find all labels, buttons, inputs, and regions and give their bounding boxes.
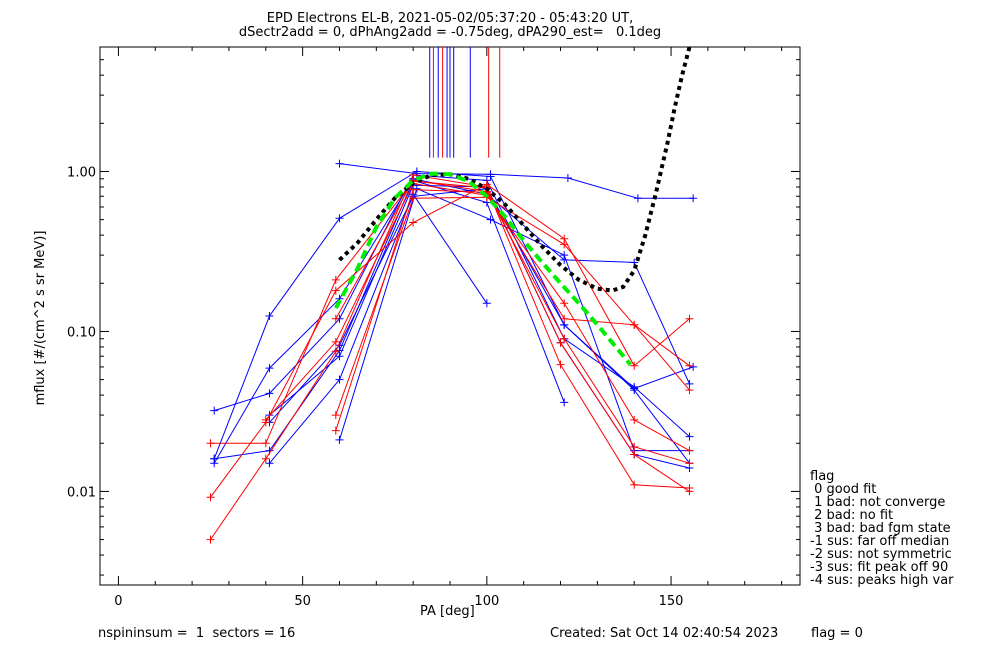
legend-title: flag bbox=[810, 469, 835, 484]
data-point bbox=[331, 286, 340, 295]
data-point bbox=[331, 426, 340, 435]
data-point bbox=[630, 442, 639, 451]
x-tick-label: 50 bbox=[294, 594, 311, 609]
data-point bbox=[633, 194, 642, 203]
y-tick-label: 0.10 bbox=[67, 325, 96, 340]
data-point bbox=[556, 360, 565, 369]
data-point bbox=[563, 174, 572, 183]
data-point bbox=[331, 411, 340, 420]
data-point bbox=[630, 415, 639, 424]
data-point bbox=[261, 415, 270, 424]
data-point bbox=[409, 218, 418, 227]
data-point bbox=[335, 214, 344, 223]
flag-legend: flag 0 good fit 1 bad: not converge 2 ba… bbox=[810, 469, 954, 588]
x-tick-label: 150 bbox=[659, 594, 684, 609]
data-point bbox=[630, 361, 639, 370]
chart-title-line2: dSectr2add = 0, dPhAng2add = -0.75deg, d… bbox=[238, 25, 662, 40]
data-point bbox=[685, 432, 694, 441]
data-point bbox=[689, 362, 698, 371]
data-point bbox=[265, 311, 274, 320]
data-series-line bbox=[213, 178, 690, 464]
data-point bbox=[335, 159, 344, 168]
plot-area bbox=[206, 47, 698, 544]
data-point bbox=[685, 484, 694, 493]
data-point bbox=[409, 185, 418, 194]
data-point bbox=[630, 320, 639, 329]
data-point bbox=[486, 215, 495, 224]
data-point bbox=[630, 480, 639, 489]
data-point bbox=[335, 375, 344, 384]
data-point bbox=[210, 454, 219, 463]
data-point bbox=[412, 184, 421, 193]
data-series-line bbox=[213, 170, 690, 464]
legend-entry: 2 bad: no fit bbox=[810, 508, 894, 523]
fit-curve-black bbox=[338, 47, 692, 293]
data-point bbox=[685, 386, 694, 395]
data-point bbox=[556, 338, 565, 347]
data-point bbox=[331, 337, 340, 346]
data-point bbox=[560, 299, 569, 308]
data-point bbox=[560, 251, 569, 260]
data-series-line bbox=[214, 179, 565, 460]
data-series-line bbox=[335, 196, 690, 416]
data-point bbox=[335, 435, 344, 444]
data-point bbox=[482, 299, 491, 308]
data-point bbox=[630, 450, 639, 459]
data-point bbox=[261, 439, 270, 448]
legend-entry: -1 sus: far off median bbox=[810, 534, 950, 549]
data-series-line bbox=[210, 183, 690, 498]
x-tick-label: 0 bbox=[114, 594, 122, 609]
data-point bbox=[210, 406, 219, 415]
data-point bbox=[486, 170, 495, 179]
x-tick-label: 100 bbox=[474, 594, 499, 609]
data-point bbox=[630, 384, 639, 393]
data-point bbox=[689, 194, 698, 203]
data-point bbox=[261, 454, 270, 463]
data-point bbox=[331, 314, 340, 323]
y-tick-label: 1.00 bbox=[67, 165, 96, 180]
legend-entry: -3 sus: fit peak off 90 bbox=[810, 560, 949, 575]
footer-spin-sectors: nspininsum = 1 sectors = 16 bbox=[98, 626, 296, 641]
y-axis-label: mflux [#/(cm^2 s sr MeV)] bbox=[33, 230, 48, 406]
fit-curve-green bbox=[334, 171, 633, 366]
data-series-line bbox=[335, 189, 690, 431]
data-point bbox=[206, 493, 215, 502]
data-series-line bbox=[210, 180, 690, 489]
data-point bbox=[560, 334, 569, 343]
legend-entry: -4 sus: peaks high var bbox=[810, 573, 954, 588]
data-point bbox=[685, 361, 694, 370]
y-tick-label: 0.01 bbox=[67, 485, 96, 500]
data-point bbox=[265, 389, 274, 398]
legend-entry: 1 bad: not converge bbox=[810, 495, 946, 510]
footer-flag: flag = 0 bbox=[811, 626, 863, 641]
chart-title-line1: EPD Electrons EL-B, 2021-05-02/05:37:20 … bbox=[266, 11, 634, 26]
data-point bbox=[560, 314, 569, 323]
footer-created: Created: Sat Oct 14 02:40:54 2023 bbox=[550, 626, 779, 641]
data-point bbox=[685, 446, 694, 455]
x-axis-label: PA [deg] bbox=[420, 604, 475, 619]
legend-entry: 0 good fit bbox=[810, 482, 877, 497]
data-series-line bbox=[210, 174, 690, 540]
data-series-line bbox=[339, 163, 694, 199]
data-point bbox=[331, 347, 340, 356]
data-series-line bbox=[335, 179, 690, 464]
data-point bbox=[265, 459, 274, 468]
data-point bbox=[560, 398, 569, 407]
data-point bbox=[685, 459, 694, 468]
data-series-line bbox=[269, 193, 488, 464]
data-point bbox=[265, 364, 274, 373]
data-point bbox=[412, 169, 421, 178]
legend-entry: 3 bad: bad fgm state bbox=[810, 521, 951, 536]
data-point bbox=[206, 439, 215, 448]
data-point bbox=[560, 240, 569, 249]
data-point bbox=[206, 535, 215, 544]
legend-entry: -2 sus: not symmetric bbox=[810, 547, 952, 562]
data-point bbox=[335, 352, 344, 361]
data-point bbox=[685, 314, 694, 323]
data-point bbox=[331, 275, 340, 284]
data-series-line bbox=[265, 183, 690, 452]
